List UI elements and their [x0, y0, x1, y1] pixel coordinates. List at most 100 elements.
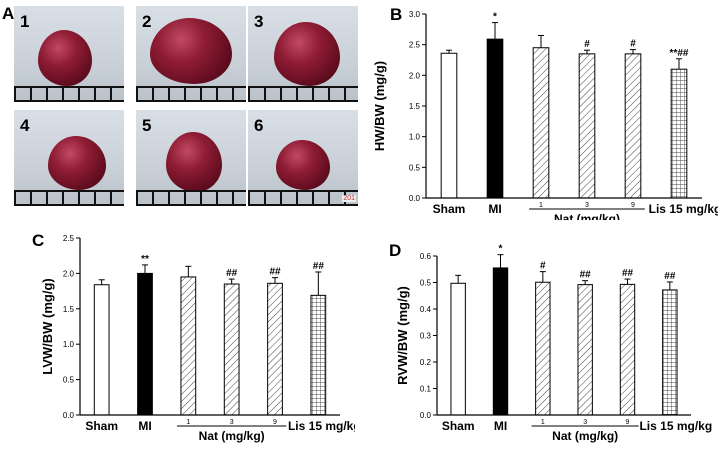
x-dose-label: 9	[631, 202, 635, 209]
y-tick-label: 0.5	[63, 376, 75, 385]
bar-lis	[662, 289, 678, 416]
x-category-label: MI	[138, 419, 151, 433]
y-tick-label: 0.6	[420, 252, 432, 261]
ruler-scale	[248, 86, 358, 102]
y-tick-label: 0.5	[420, 279, 432, 288]
significance-marker: ##	[580, 270, 592, 281]
x-dose-label: 1	[186, 419, 190, 426]
significance-marker: **##	[670, 48, 689, 59]
bar-3	[578, 53, 596, 199]
heart-photo-5: 5	[136, 110, 246, 206]
heart-specimen	[276, 140, 330, 190]
y-tick-label: 1.5	[409, 102, 421, 111]
significance-marker: *	[499, 244, 503, 255]
heart-specimen	[150, 18, 232, 84]
y-tick-label: 0.0	[409, 194, 421, 203]
chart-lvw-bw: C LVW/BW (mg/g) 0.0 0.5 1.0 1.5 2.0 2.5 Sham ** MI…	[32, 231, 355, 443]
chart-rvw-bw: D RVW/BW (mg/g) 0.0 0.1 0.2 0.3 0.4 0.5 0.6 Sham *…	[389, 241, 712, 443]
bar-1	[180, 276, 197, 416]
y-tick-label: 1.0	[63, 340, 75, 349]
heart-specimen	[274, 22, 340, 86]
chart-hw-bw: B HW/BW (mg/g) 0.0 0.5 1.0 1.5 2.0 2.5 3.0 Sham * M…	[372, 5, 718, 220]
bar-mi	[486, 38, 504, 199]
heart-specimen	[166, 132, 222, 192]
ruler-scale	[14, 86, 124, 102]
y-tick-label: 2.5	[409, 41, 421, 50]
x-dose-label: 9	[273, 419, 277, 426]
heart-specimen	[38, 30, 92, 86]
photo-stamp: 201	[342, 195, 356, 202]
photo-number: 4	[20, 116, 30, 135]
panel-letter: B	[390, 5, 402, 24]
heart-photo-1: 1	[14, 6, 124, 102]
x-category-label: MI	[488, 202, 501, 216]
heart-photo-3: 3	[248, 6, 358, 102]
y-tick-label: 2.5	[63, 234, 75, 243]
y-tick-label: 3.0	[409, 10, 421, 19]
photo-number: 5	[142, 116, 152, 135]
y-tick-label: 2.0	[409, 71, 421, 80]
panel-letter: C	[32, 231, 44, 250]
y-tick-label: 0.5	[409, 163, 421, 172]
significance-marker: #	[584, 39, 590, 50]
significance-marker: **	[141, 254, 149, 265]
y-tick-label: 0.2	[420, 358, 432, 367]
x-category-label: Lis 15 mg/kg	[288, 419, 355, 433]
significance-marker: ##	[622, 268, 634, 279]
bar-3	[577, 284, 593, 416]
y-tick-label: 0.0	[63, 411, 75, 420]
photo-number: 2	[142, 12, 152, 31]
significance-marker: ##	[226, 268, 238, 279]
x-dose-label: 9	[626, 419, 630, 426]
bar-1	[535, 281, 551, 416]
photo-number: 6	[254, 116, 264, 135]
x-category-label: MI	[494, 419, 507, 433]
x-dose-label: 3	[230, 419, 234, 426]
significance-marker: ##	[664, 271, 676, 282]
bar-sham	[440, 52, 458, 199]
significance-marker: *	[493, 12, 497, 23]
significance-marker: #	[540, 261, 546, 272]
ruler-scale	[248, 190, 358, 206]
bar-9	[619, 283, 636, 416]
heart-photo-4: 4	[14, 110, 124, 206]
y-tick-label: 2.0	[63, 269, 75, 278]
x-dose-label: 3	[585, 202, 589, 209]
heart-photo-2: 2	[136, 6, 246, 102]
bar-9	[267, 282, 283, 416]
heart-specimen	[48, 136, 106, 190]
y-axis-label: RVW/BW (mg/g)	[395, 286, 410, 385]
photo-number: 3	[254, 12, 264, 31]
x-group-label: Nat (mg/kg)	[554, 212, 620, 220]
x-category-label: Lis 15 mg/kg	[639, 419, 712, 433]
x-category-label: Sham	[442, 419, 475, 433]
x-dose-label: 3	[583, 419, 587, 426]
bar-9	[624, 53, 642, 199]
heart-photo-6: 6 201	[248, 110, 358, 206]
bar-mi	[492, 267, 509, 416]
bar-sham	[450, 282, 466, 416]
y-tick-label: 0.3	[420, 332, 432, 341]
panel-letter: D	[389, 241, 401, 260]
y-axis-label: LVW/BW (mg/g)	[40, 278, 55, 375]
y-tick-label: 0.1	[420, 385, 432, 394]
significance-marker: ##	[313, 261, 325, 272]
x-dose-label: 1	[541, 419, 545, 426]
y-tick-label: 0.0	[420, 411, 432, 420]
panel-a-letter: A	[2, 4, 15, 23]
photo-number: 1	[20, 12, 30, 31]
bar-sham	[93, 284, 110, 416]
ruler-scale	[14, 190, 124, 206]
significance-marker: #	[630, 39, 636, 50]
bar-3	[223, 283, 240, 416]
x-group-label: Nat (mg/kg)	[199, 429, 265, 443]
x-dose-label: 1	[539, 202, 543, 209]
significance-marker: ##	[269, 267, 281, 278]
bar-mi	[137, 272, 153, 416]
x-category-label: Lis 15 mg/kg	[649, 202, 718, 216]
x-category-label: Sham	[85, 419, 118, 433]
ruler-scale	[136, 86, 246, 102]
y-tick-label: 1.0	[409, 133, 421, 142]
ruler-scale	[136, 190, 246, 206]
x-category-label: Sham	[433, 202, 466, 216]
